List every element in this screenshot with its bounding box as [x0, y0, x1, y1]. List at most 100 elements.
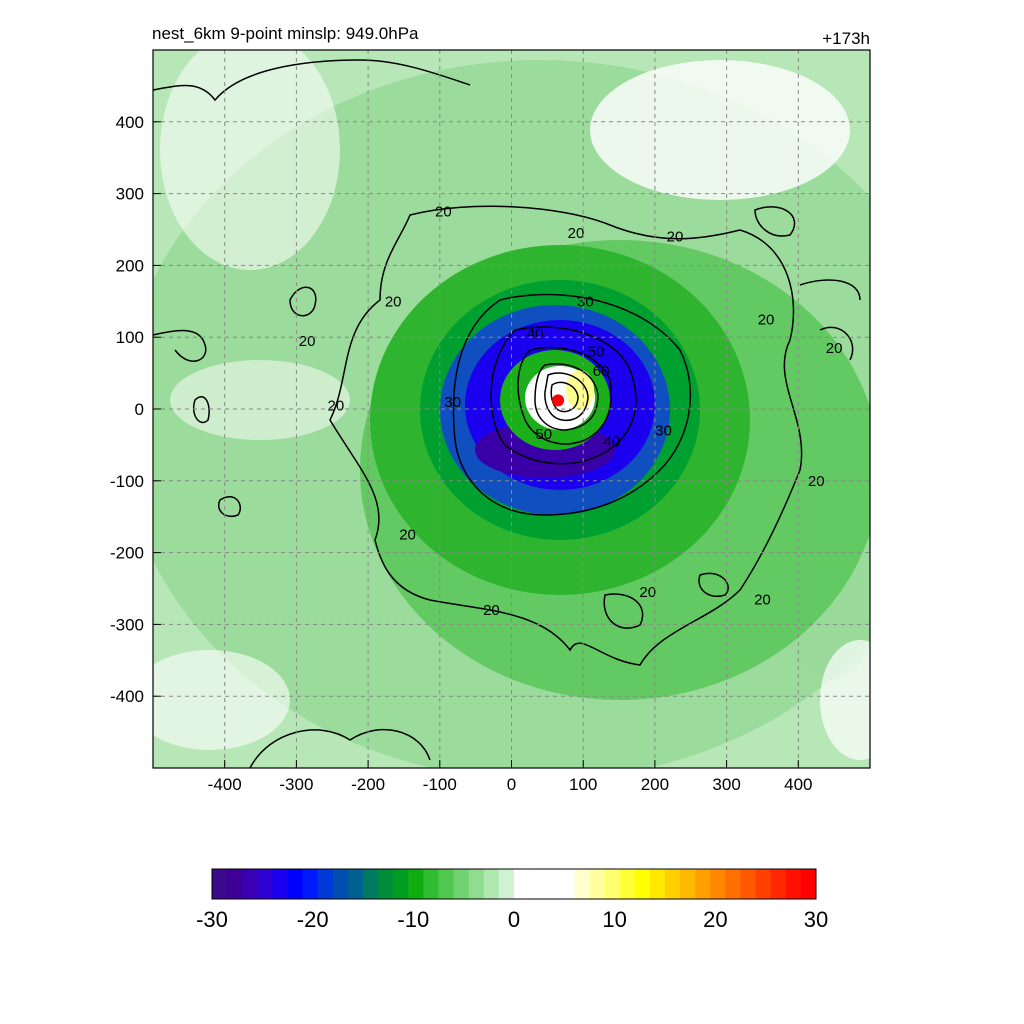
contour-small-6 — [698, 572, 729, 597]
contour-top — [153, 59, 471, 102]
colorbar-swatch — [680, 869, 696, 899]
colorbar-swatch — [649, 869, 666, 899]
contour-inner-b — [550, 381, 579, 413]
colorbar-tick-label: 20 — [703, 907, 727, 932]
contour-label: 20 — [385, 293, 402, 310]
colorbar-swatch — [710, 869, 726, 899]
y-axis: -400 -300 -200 -100 0 100 200 300 400 — [110, 113, 161, 706]
colorbar-swatch — [514, 869, 530, 899]
contour-label: 20 — [399, 527, 416, 544]
colorbar-swatch — [800, 869, 817, 899]
colorbar-swatch — [589, 869, 606, 899]
contour-label: 20 — [754, 591, 771, 608]
contour-label: 20 — [435, 204, 452, 221]
x-axis: -400 -300 -200 -100 0 100 200 300 400 — [208, 760, 812, 794]
colorbar-swatch — [227, 869, 243, 899]
colorbar-swatch — [242, 869, 258, 899]
contour-inner-a — [544, 372, 589, 422]
contour-small-4 — [754, 206, 796, 237]
contour-bottom — [249, 728, 431, 768]
colorbar-swatch — [770, 869, 787, 899]
x-tick-label: -300 — [279, 775, 313, 794]
x-tick-label: -100 — [423, 775, 457, 794]
contour-label: 40 — [527, 326, 544, 343]
chart-title-left: nest_6km 9-point minslp: 949.0hPa — [152, 24, 419, 43]
contour-label: 20 — [808, 473, 825, 490]
colorbar-tick-label: -10 — [397, 907, 429, 932]
contour-small-2 — [193, 396, 210, 424]
colorbar-tick-label: -30 — [196, 907, 228, 932]
colorbar-swatch — [665, 869, 681, 899]
contour-50 — [517, 346, 612, 445]
colorbar-swatch — [498, 869, 515, 899]
colorbar-swatch — [468, 869, 485, 899]
contour-right-edge — [799, 279, 861, 361]
colorbar-swatch — [272, 869, 288, 899]
colorbar-swatch — [257, 869, 273, 899]
colorbar-swatch — [287, 869, 304, 899]
x-tick-label: 400 — [784, 775, 812, 794]
contour-label: 20 — [667, 229, 684, 246]
contour-label: 30 — [444, 394, 461, 411]
colorbar-swatch — [453, 869, 470, 899]
colorbar-swatch — [544, 869, 560, 899]
x-tick-label: 0 — [507, 775, 516, 794]
colorbar-swatch — [438, 869, 455, 899]
contour-label: 30 — [655, 423, 672, 440]
colorbar-swatch — [212, 869, 228, 899]
colorbar-swatch — [695, 869, 711, 899]
y-tick-label: 300 — [116, 185, 144, 204]
contour-label: 50 — [535, 426, 552, 443]
y-tick-label: 200 — [116, 256, 144, 275]
colorbar-swatch — [317, 869, 334, 899]
colorbar: -30 -20 -10 0 10 20 30 — [196, 868, 828, 932]
contour-label: 20 — [758, 311, 775, 328]
colorbar-tick-label: 10 — [602, 907, 626, 932]
plot-area: 20 20 20 20 20 20 20 20 20 20 20 20 20 30 30 30 40 40 50 50… — [153, 50, 870, 768]
colorbar-tick-label: 30 — [804, 907, 828, 932]
y-tick-label: 0 — [135, 400, 144, 419]
colorbar-swatch — [634, 869, 651, 899]
y-tick-label: 100 — [116, 328, 144, 347]
colorbar-swatch — [619, 869, 636, 899]
contour-60 — [534, 363, 599, 431]
contour-label: 30 — [577, 293, 594, 310]
x-tick-label: 100 — [569, 775, 597, 794]
contour-small-5 — [603, 593, 644, 629]
x-tick-label: 200 — [641, 775, 669, 794]
colorbar-swatch — [363, 869, 379, 899]
x-tick-label: -200 — [351, 775, 385, 794]
y-tick-label: -400 — [110, 687, 144, 706]
contour-40 — [490, 326, 637, 465]
contour-labels: 20 20 20 20 20 20 20 20 20 20 20 20 20 30 30 30 40 40 50 50… — [299, 204, 843, 619]
contour-30 — [452, 293, 692, 516]
colorbar-swatch — [378, 869, 394, 899]
contour-label: 60 — [593, 363, 610, 380]
colorbar-swatch — [423, 869, 439, 899]
colorbar-swatch — [408, 869, 424, 899]
x-tick-label: -400 — [208, 775, 242, 794]
colorbar-swatch — [332, 869, 349, 899]
colorbar-swatch — [740, 869, 757, 899]
contour-left — [153, 329, 207, 362]
colorbar-swatch — [725, 869, 741, 899]
colorbar-tick-label: 0 — [508, 907, 520, 932]
contour-label: 40 — [604, 433, 621, 450]
colorbar-border — [211, 868, 817, 900]
colorbar-tick-label: -20 — [297, 907, 329, 932]
colorbar-swatch — [785, 869, 802, 899]
x-tick-label: 300 — [712, 775, 740, 794]
contour-small-3 — [218, 495, 241, 517]
colorbar-swatch — [755, 869, 772, 899]
colorbar-swatch — [529, 869, 545, 899]
y-tick-label: -200 — [110, 544, 144, 563]
colorbar-swatch — [604, 869, 621, 899]
contour-label: 20 — [483, 602, 500, 619]
colorbar-swatch — [559, 869, 575, 899]
contour-label: 20 — [826, 340, 843, 357]
contour-label: 20 — [639, 584, 656, 601]
colorbar-swatch — [574, 869, 590, 899]
chart-title-right: +173h — [822, 29, 870, 48]
y-tick-label: 400 — [116, 113, 144, 132]
